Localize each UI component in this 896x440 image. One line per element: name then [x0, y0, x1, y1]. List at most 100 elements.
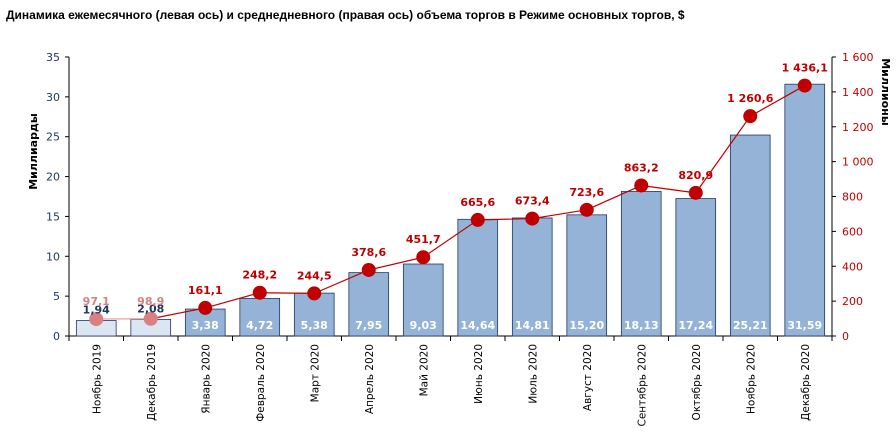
right-axis-tick-label: 800 — [842, 191, 863, 204]
right-axis-tick-label: 1 000 — [842, 156, 874, 169]
point-value-label: 248,2 — [242, 269, 277, 282]
bar — [457, 218, 499, 337]
line-point — [525, 211, 540, 226]
left-axis-title: Миллиарды — [27, 113, 40, 190]
category-label: Апрель 2020 — [364, 344, 376, 414]
bar — [729, 134, 771, 337]
bar-value-label: 31,59 — [787, 319, 822, 332]
left-axis-tick-label: 0 — [53, 330, 60, 343]
right-axis-tick-label: 600 — [842, 225, 863, 238]
point-value-label: 378,6 — [351, 246, 386, 259]
point-value-label: 244,5 — [297, 269, 332, 282]
line-segment — [422, 219, 479, 258]
line-segment — [477, 217, 533, 221]
point-value-label: 673,4 — [515, 195, 550, 208]
bar — [239, 297, 281, 337]
bar-value-label: 14,81 — [515, 319, 550, 332]
line-segment — [314, 269, 369, 294]
left-axis-tick-label: 35 — [46, 51, 60, 64]
bar-value-label: 4,72 — [246, 319, 273, 332]
left-axis-tick-label: 10 — [46, 250, 60, 263]
right-axis-tick-label: 0 — [842, 330, 849, 343]
line-segment — [586, 184, 642, 211]
line-point — [797, 78, 812, 93]
point-value-label: 97,1 — [83, 295, 110, 308]
line-segment — [532, 209, 587, 220]
right-axis-tick-label: 1 400 — [842, 86, 874, 99]
bar — [620, 191, 662, 337]
line-point — [688, 185, 703, 200]
left-axis-tick-label: 5 — [53, 290, 60, 303]
bar — [348, 272, 390, 337]
point-value-label: 98,9 — [137, 295, 164, 308]
category-label: Ноябрь 2019 — [91, 344, 103, 414]
right-axis-tick-label: 200 — [842, 295, 863, 308]
category-label: Сентябрь 2020 — [636, 344, 648, 426]
line-segment — [205, 292, 260, 309]
point-value-label: 665,6 — [460, 196, 495, 209]
point-value-label: 161,1 — [188, 284, 223, 297]
line-point — [361, 262, 376, 277]
bar-value-label: 25,21 — [733, 319, 768, 332]
category-label: Декабрь 2019 — [146, 344, 158, 421]
point-value-label: 451,7 — [406, 233, 441, 246]
point-value-label: 1 260,6 — [727, 92, 774, 105]
left-axis-tick-label: 20 — [46, 171, 60, 184]
bar — [675, 198, 717, 337]
bar-value-label: 2,08 — [137, 302, 164, 315]
line-segment — [749, 85, 806, 117]
category-label: Октябрь 2020 — [691, 344, 703, 420]
bar-value-label: 14,64 — [460, 319, 495, 332]
line-point — [634, 178, 649, 193]
bar — [511, 217, 553, 337]
category-label: Май 2020 — [418, 344, 430, 396]
bar-value-label: 3,38 — [192, 319, 219, 332]
right-axis-tick-label: 1 200 — [842, 121, 874, 134]
line-segment — [150, 307, 206, 320]
left-axis-tick-label: 25 — [46, 131, 60, 144]
labels-layer: Ноябрь 2019 Декабрь 2019 Январь 2020 Феврал… — [83, 62, 828, 427]
line-segment — [641, 184, 696, 194]
point-value-label: 1 436,1 — [782, 62, 828, 75]
bar-value-label: 7,95 — [355, 319, 382, 332]
bars-layer — [75, 83, 826, 337]
bar-value-label: 15,20 — [569, 319, 604, 332]
bar-value-label: 1,94 — [83, 304, 110, 317]
category-label: Февраль 2020 — [255, 344, 267, 422]
category-label: Март 2020 — [309, 344, 321, 402]
category-label: Ноябрь 2020 — [745, 344, 757, 414]
bar-value-label: 5,38 — [301, 319, 328, 332]
line-point — [143, 311, 158, 326]
line-segment — [695, 115, 751, 194]
category-label: Август 2020 — [582, 344, 594, 411]
line-point — [89, 312, 104, 327]
bar — [566, 214, 608, 337]
bar — [402, 263, 444, 337]
category-label: Июнь 2020 — [473, 344, 485, 404]
right-axis-title: Миллионы — [879, 58, 892, 126]
line-point — [416, 250, 431, 265]
line-point — [252, 285, 267, 300]
point-value-label: 863,2 — [624, 161, 659, 174]
bar-value-label: 17,24 — [678, 319, 713, 332]
left-axis-tick-label: 15 — [46, 210, 60, 223]
bar — [784, 83, 826, 337]
line-point — [743, 109, 758, 124]
line-segment — [259, 292, 315, 294]
line-segment — [368, 256, 424, 271]
right-axis-tick-label: 1 600 — [842, 51, 874, 64]
category-label: Июль 2020 — [527, 344, 539, 404]
line-layer — [89, 78, 812, 327]
point-value-label: 723,6 — [569, 186, 604, 199]
category-label: Январь 2020 — [200, 344, 212, 414]
bar-value-label: 18,13 — [624, 319, 659, 332]
chart-title: Динамика ежемесячного (левая ось) и сред… — [6, 8, 685, 22]
category-label: Декабрь 2020 — [800, 344, 812, 421]
line-point — [307, 286, 322, 301]
line-point — [198, 300, 213, 315]
line-point — [470, 212, 485, 227]
point-value-label: 820,9 — [678, 169, 713, 182]
left-axis-tick-label: 30 — [46, 91, 60, 104]
bar-value-label: 9,03 — [410, 319, 437, 332]
